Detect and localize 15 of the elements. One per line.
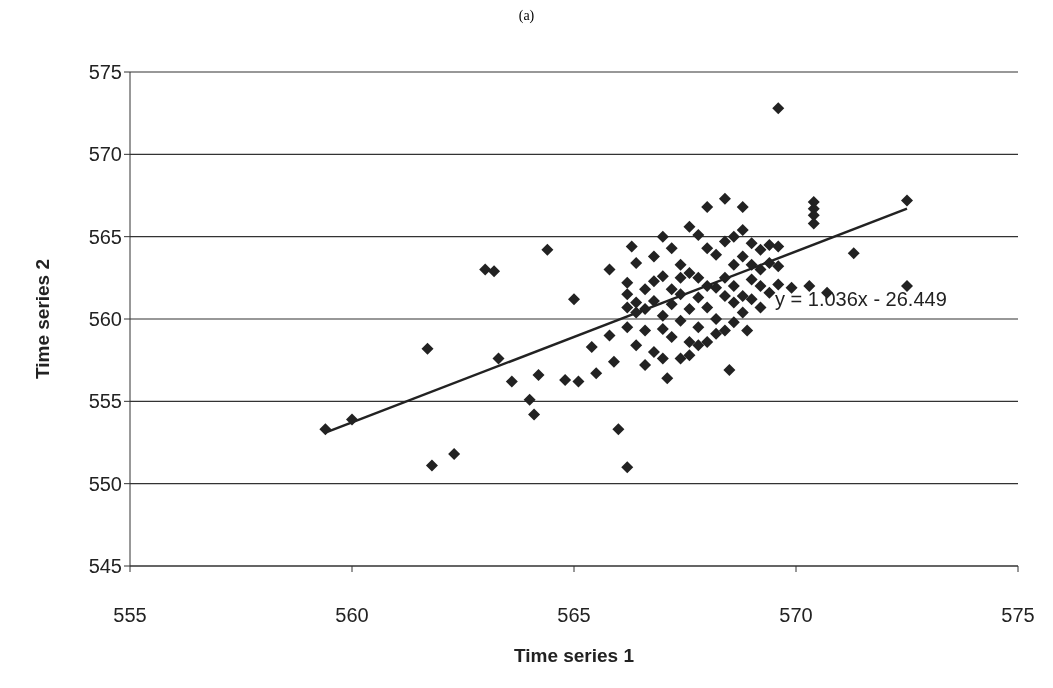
x-tick-label: 575 — [1001, 604, 1035, 627]
y-tick-label: 575 — [88, 61, 122, 84]
x-tick-label: 555 — [113, 604, 147, 627]
y-tick-label: 570 — [88, 143, 122, 166]
y-tick-label: 560 — [88, 308, 122, 331]
y-tick-label: 565 — [88, 225, 122, 248]
y-tick-label: 555 — [88, 390, 122, 413]
x-axis-title: Time series 1 — [513, 645, 635, 666]
x-tick-label: 570 — [779, 604, 813, 627]
x-tick-label: 565 — [557, 604, 591, 627]
y-axis-title: Time series 2 — [31, 258, 53, 380]
y-tick-label: 550 — [88, 472, 122, 495]
y-tick-label: 545 — [88, 555, 122, 578]
chart-title: (a) — [517, 8, 536, 25]
x-tick-label: 560 — [335, 604, 369, 627]
